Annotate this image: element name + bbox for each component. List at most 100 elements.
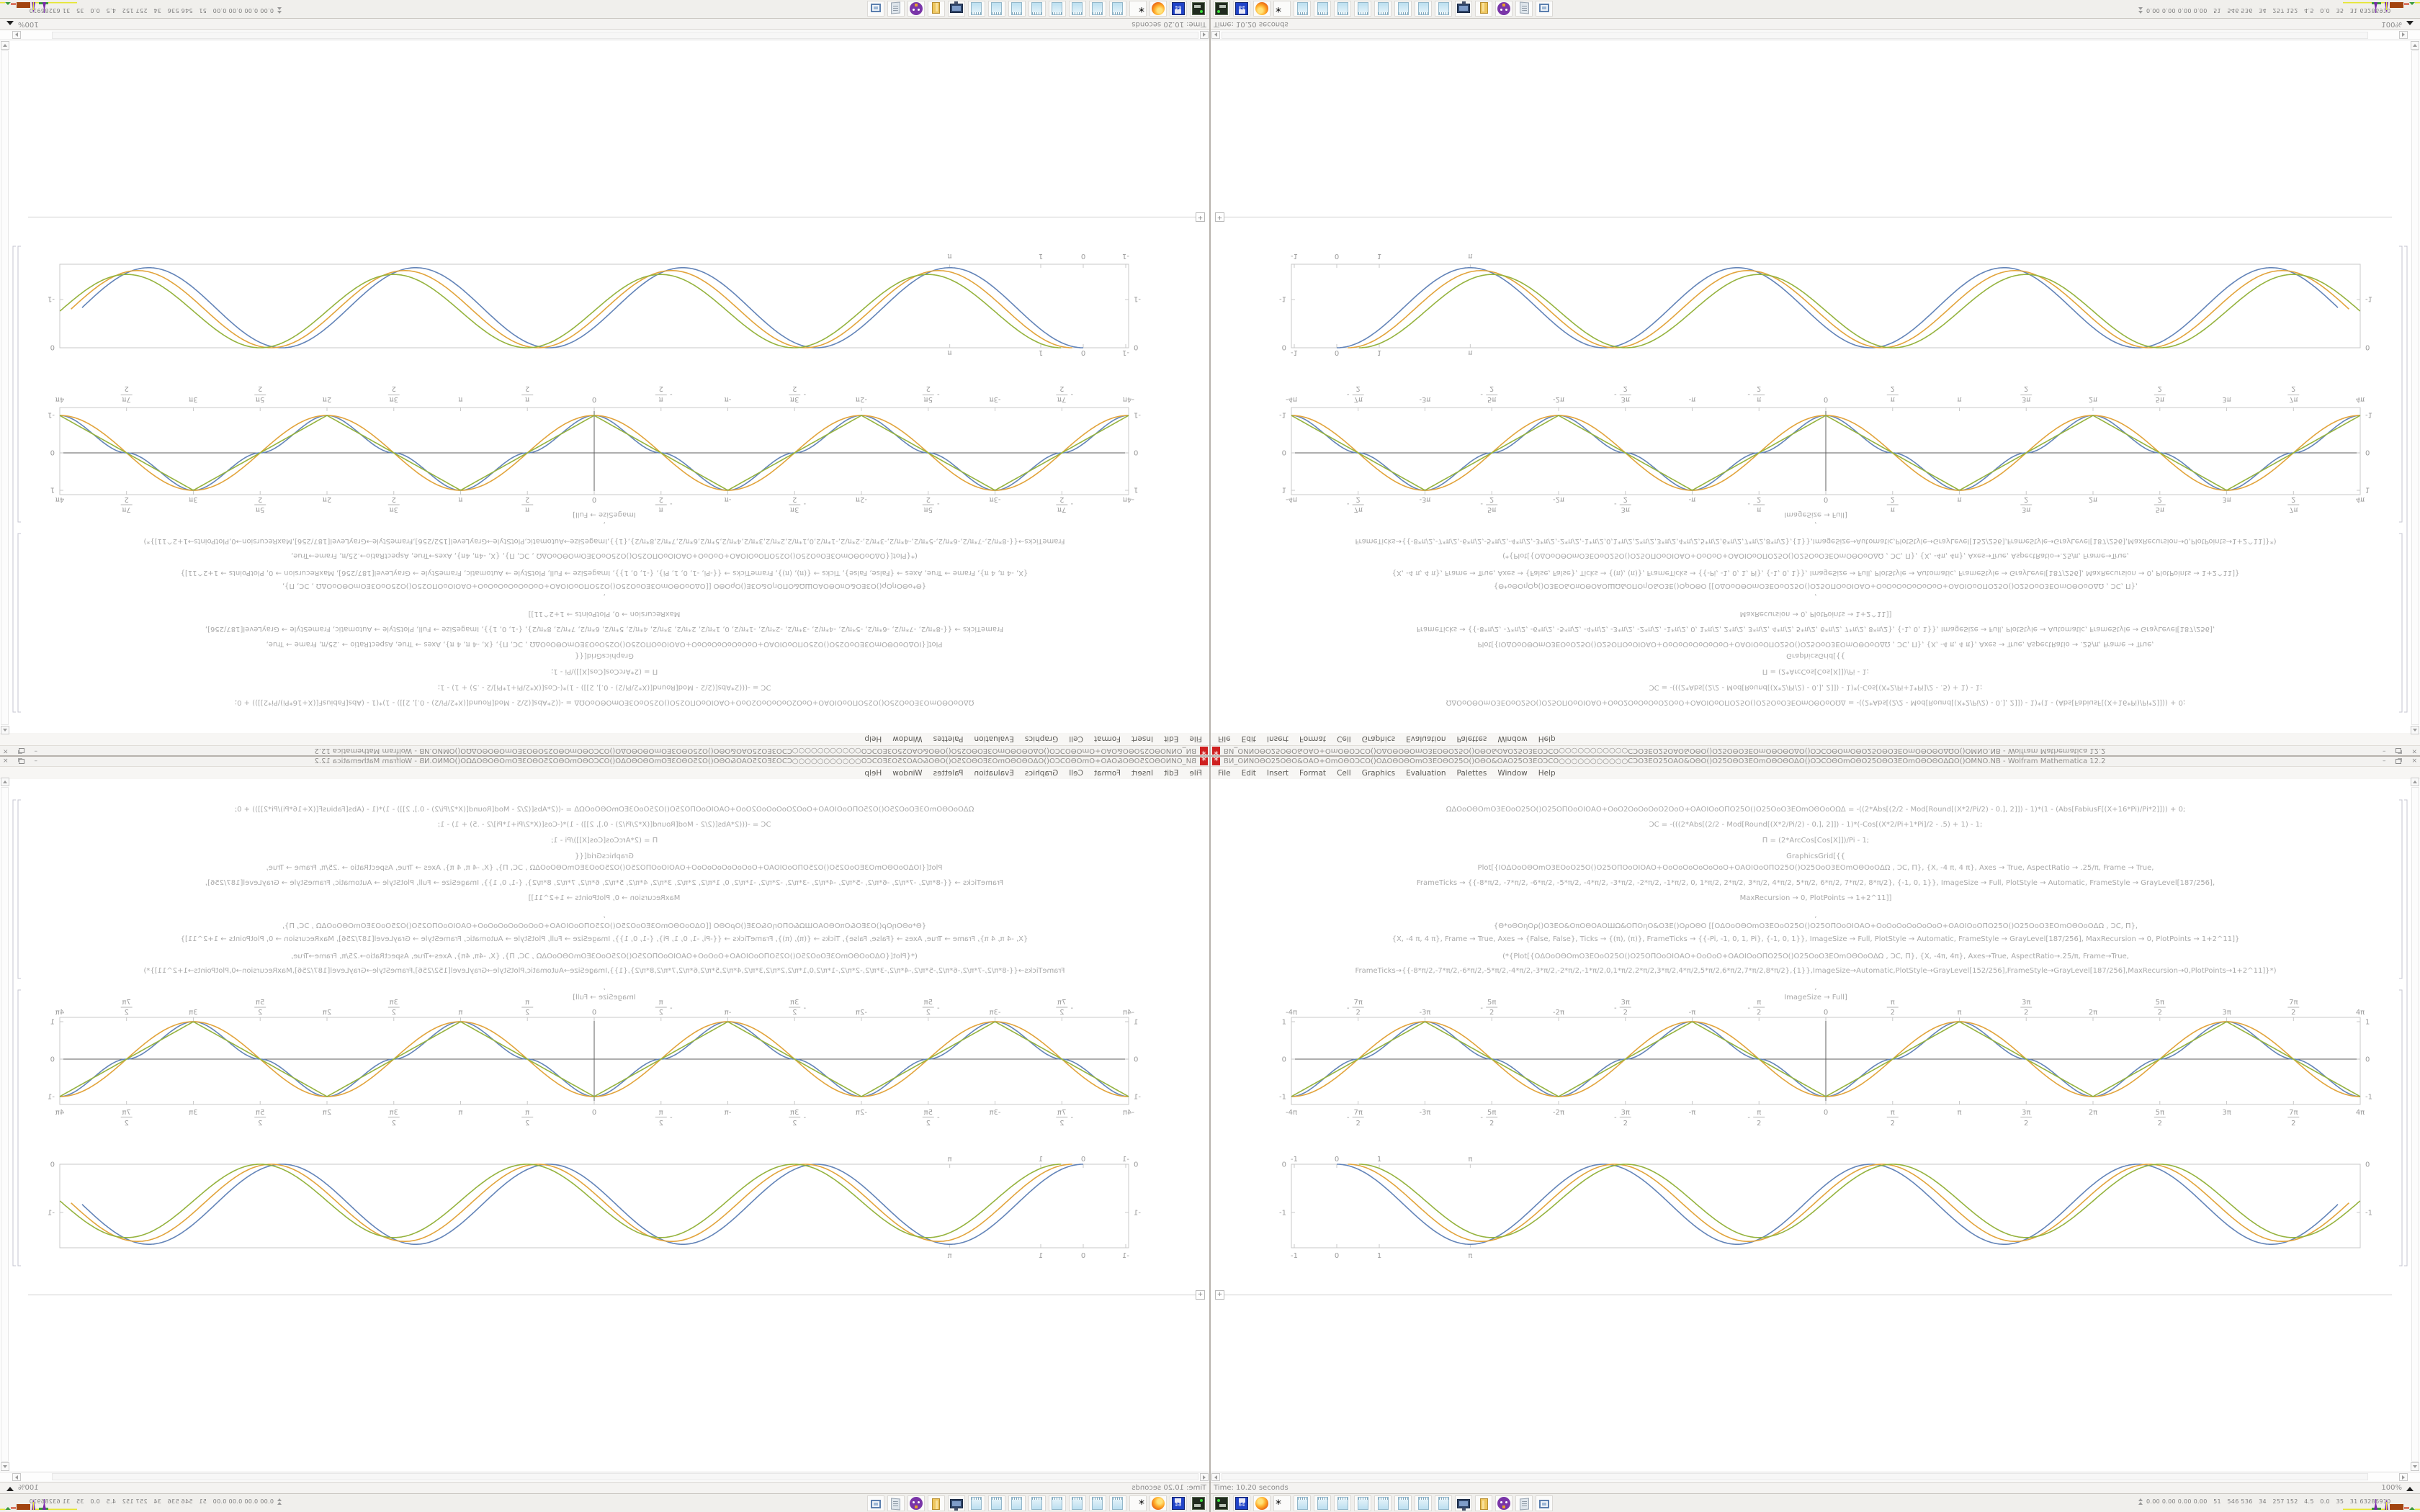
cell-bracket-3[interactable]: [17, 246, 21, 523]
taskbar-button-window[interactable]: [1536, 1, 1553, 17]
horizontal-scrollbar[interactable]: [1211, 1472, 2420, 1482]
horizontal-scroll-track[interactable]: [1222, 1473, 2368, 1480]
minimize-button[interactable]: –: [34, 757, 38, 765]
maximize-button[interactable]: [2396, 748, 2402, 753]
maximize-button[interactable]: [18, 759, 24, 764]
cell-bracket-1[interactable]: [2404, 246, 2408, 713]
code-line-14[interactable]: ImageSize → Full]: [1784, 994, 1847, 1002]
code-line-9[interactable]: {Θ*οΘΟηΟρ()Ο3ΕΟ&ΟπΟΘΟΑΟШΩ&ΟΠΟηΟ&Ο3Ε()ΟρΟ…: [1493, 922, 2138, 930]
scroll-right-button[interactable]: [12, 31, 21, 39]
taskbar-button-mathematica[interactable]: *: [1129, 1, 1147, 17]
taskbar-button-window[interactable]: [867, 1, 884, 17]
taskbar-button-folder[interactable]: [928, 1495, 945, 1511]
taskbar-button-folder[interactable]: [928, 1, 945, 17]
taskbar-button-monitor[interactable]: [1455, 1, 1472, 17]
magnification-value[interactable]: 100%: [2381, 1484, 2402, 1492]
menu-cell[interactable]: Cell: [1337, 734, 1351, 744]
menu-format[interactable]: Format: [1093, 768, 1121, 778]
code-line-4[interactable]: GraphicsGrid[{{: [1786, 852, 1845, 860]
minimize-button[interactable]: –: [34, 747, 38, 755]
taskbar-button-notepad[interactable]: [1109, 1495, 1126, 1511]
taskbar-button-notepad[interactable]: [1334, 1495, 1351, 1511]
taskbar-button-scroll[interactable]: [887, 1495, 905, 1511]
scroll-down-button[interactable]: [1, 41, 9, 50]
vertical-scrollbar[interactable]: [0, 41, 9, 734]
menu-insert[interactable]: Insert: [1131, 768, 1154, 778]
scroll-down-button[interactable]: [1, 1462, 9, 1471]
menu-file[interactable]: File: [1189, 734, 1202, 744]
code-line-6[interactable]: FrameTicks → {{-8*π/2, -7*π/2, -6*π/2, -…: [1416, 879, 2215, 887]
code-line-11[interactable]: (*{Plot[{ΟΔΟοΟΘΟmΟ3ΕΟοΟ25Ο()Ο25ΟΠΟοΟΙΟΑΟ…: [1502, 953, 2129, 960]
scroll-left-button[interactable]: [1200, 31, 1209, 39]
taskbar-button-notepad[interactable]: [1069, 1, 1086, 17]
magnification-value[interactable]: 100%: [18, 1484, 39, 1492]
taskbar-button-mathematica[interactable]: *: [1273, 1495, 1291, 1511]
taskbar-button-notepad[interactable]: [968, 1, 985, 17]
menu-palettes[interactable]: Palettes: [933, 734, 964, 744]
menu-evaluation[interactable]: Evaluation: [974, 768, 1014, 778]
menu-palettes[interactable]: Palettes: [933, 768, 964, 778]
taskbar-button-drive[interactable]: [1190, 1, 1207, 17]
cell-bracket-2[interactable]: [17, 533, 21, 713]
scroll-down-button[interactable]: [2411, 41, 2419, 50]
taskbar-button-notepad[interactable]: [1008, 1, 1026, 17]
horizontal-scrollbar[interactable]: [0, 30, 1209, 40]
cell-bracket-3[interactable]: [2399, 246, 2403, 523]
scroll-right-button[interactable]: [2399, 1473, 2408, 1481]
maximize-button[interactable]: [18, 748, 24, 753]
cell-bracket-2[interactable]: [2399, 799, 2403, 979]
scroll-down-button[interactable]: [2411, 1462, 2419, 1471]
menu-cell[interactable]: Cell: [1069, 768, 1083, 778]
menu-format[interactable]: Format: [1299, 734, 1327, 744]
menu-window[interactable]: Window: [892, 768, 923, 778]
taskbar-button-notepad[interactable]: [1354, 1, 1371, 17]
taskbar-button-notepad[interactable]: [1394, 1495, 1412, 1511]
horizontal-scroll-track[interactable]: [52, 32, 1198, 39]
taskbar-button-drive[interactable]: [1213, 1, 1230, 17]
menu-edit[interactable]: Edit: [1241, 768, 1256, 778]
taskbar-button-firefox[interactable]: [1150, 1, 1167, 17]
taskbar-button-monitor[interactable]: [1455, 1495, 1472, 1511]
scroll-right-button[interactable]: [12, 1473, 21, 1481]
menu-graphics[interactable]: Graphics: [1361, 768, 1396, 778]
menu-edit[interactable]: Edit: [1164, 768, 1179, 778]
magnification-value[interactable]: 100%: [2381, 20, 2402, 28]
menu-palettes[interactable]: Palettes: [1456, 768, 1487, 778]
menu-format[interactable]: Format: [1299, 768, 1327, 778]
taskbar-button-scroll[interactable]: [887, 1, 905, 17]
scroll-up-button[interactable]: [1, 778, 9, 786]
taskbar-button-notepad[interactable]: [1334, 1, 1351, 17]
menu-graphics[interactable]: Graphics: [1024, 734, 1059, 744]
taskbar-button-notepad[interactable]: [988, 1495, 1005, 1511]
code-line-12[interactable]: FrameTicks→{{-8*π/2,-7*π/2,-6*π/2,-5*π/2…: [1355, 967, 2277, 975]
menu-insert[interactable]: Insert: [1266, 734, 1289, 744]
taskbar-button-window[interactable]: [867, 1495, 884, 1511]
maximize-button[interactable]: [2396, 759, 2402, 764]
code-line-5[interactable]: Plot[{ΙΟΔΟοΟΘΟmΟ3ΕΟοΟ25Ο()Ο25ΟΠΟοΟΙΟΑΟ+Ο…: [1477, 864, 2154, 872]
cell-bracket-1[interactable]: [12, 799, 16, 1266]
horizontal-scrollbar[interactable]: [1211, 30, 2420, 40]
cell-insert-plus-button[interactable]: +: [1215, 1290, 1224, 1300]
taskbar-button-floppy64[interactable]: 64: [1170, 1495, 1187, 1511]
vertical-scroll-track[interactable]: [1, 50, 9, 725]
cell-insert-plus-button[interactable]: +: [1215, 212, 1224, 222]
magnification-dropdown-icon[interactable]: [2406, 1487, 2414, 1491]
taskbar-button-notepad[interactable]: [1374, 1, 1392, 17]
taskbar-button-notepad[interactable]: [1109, 1, 1126, 17]
menu-cell[interactable]: Cell: [1069, 734, 1083, 744]
taskbar-button-notepad[interactable]: [1089, 1495, 1106, 1511]
menu-help[interactable]: Help: [864, 734, 882, 744]
scroll-left-button[interactable]: [1211, 1473, 1220, 1481]
menu-edit[interactable]: Edit: [1164, 734, 1179, 744]
taskbar-button-monitor[interactable]: [948, 1495, 965, 1511]
taskbar-button-firefox[interactable]: [1150, 1495, 1167, 1511]
taskbar-button-floppy64[interactable]: 64: [1170, 1, 1187, 17]
taskbar-button-folder[interactable]: [1475, 1495, 1492, 1511]
menu-evaluation[interactable]: Evaluation: [1406, 734, 1446, 744]
taskbar-button-folder[interactable]: [1475, 1, 1492, 17]
menu-insert[interactable]: Insert: [1266, 768, 1289, 778]
taskbar-button-notepad[interactable]: [1089, 1, 1106, 17]
code-line-3[interactable]: Π = (2*ArcCos[Cos[X]])/Pi - 1;: [1762, 837, 1870, 845]
scroll-left-button[interactable]: [1200, 1473, 1209, 1481]
menu-cell[interactable]: Cell: [1337, 768, 1351, 778]
